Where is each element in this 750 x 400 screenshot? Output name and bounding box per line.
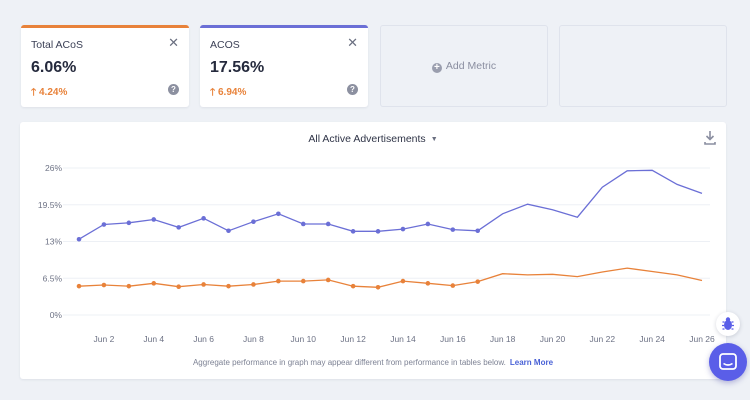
y-tick-label: 6.5% bbox=[43, 273, 63, 283]
series-line-total-acos bbox=[78, 267, 703, 288]
metric-card-total-acos[interactable]: Total ACoS ✕ 6.06% 🡑 4.24% ? bbox=[21, 25, 189, 107]
data-point bbox=[325, 277, 331, 283]
chart-panel: All Active Advertisements ▼ 0% 6.5% 13% 19.5… bbox=[20, 122, 726, 379]
data-point bbox=[375, 229, 381, 234]
help-icon[interactable]: ? bbox=[347, 84, 358, 95]
data-point bbox=[126, 220, 132, 226]
chat-icon bbox=[719, 353, 737, 370]
plus-circle-icon: + bbox=[431, 63, 442, 73]
series-line-acos bbox=[78, 169, 703, 240]
bug-report-button[interactable] bbox=[716, 312, 740, 336]
bug-icon bbox=[722, 317, 734, 330]
x-tick-label: Jun 6 bbox=[193, 334, 214, 344]
data-point bbox=[126, 283, 132, 289]
x-tick-label: Jun 18 bbox=[490, 334, 516, 344]
y-tick-label: 26% bbox=[45, 163, 62, 173]
close-icon[interactable]: ✕ bbox=[168, 35, 179, 50]
chart-filter-dropdown[interactable]: All Active Advertisements ▼ bbox=[20, 133, 726, 145]
download-icon[interactable] bbox=[703, 130, 717, 146]
chart-filter-label: All Active Advertisements bbox=[308, 133, 426, 145]
x-tick-label: Jun 24 bbox=[639, 334, 665, 344]
data-point bbox=[101, 222, 107, 227]
metric-title: Total ACoS bbox=[31, 39, 83, 51]
data-point bbox=[276, 211, 281, 217]
arrow-up-icon: 🡑 bbox=[210, 87, 216, 98]
metric-change-value: 6.94% bbox=[217, 87, 247, 98]
metric-change: 🡑 6.94% bbox=[210, 85, 246, 102]
x-tick-label: Jun 20 bbox=[540, 334, 566, 344]
chart-footnote: Aggregate performance in graph may appea… bbox=[20, 358, 726, 367]
data-point bbox=[300, 221, 306, 227]
metric-value: 17.56% bbox=[210, 59, 265, 76]
x-tick-label: Jun 2 bbox=[94, 334, 115, 344]
data-point bbox=[400, 278, 406, 284]
add-metric-card[interactable]: + Add Metric bbox=[380, 25, 548, 107]
x-tick-label: Jun 22 bbox=[590, 334, 616, 344]
chat-launcher-button[interactable] bbox=[709, 343, 747, 381]
data-point bbox=[425, 221, 431, 227]
x-tick-label: Jun 12 bbox=[340, 334, 366, 344]
data-point bbox=[350, 229, 356, 234]
data-point bbox=[76, 236, 82, 242]
data-point bbox=[450, 283, 456, 288]
x-tick-label: Jun 26 bbox=[689, 334, 715, 344]
add-metric-label: Add Metric bbox=[445, 60, 497, 72]
x-tick-label: Jun 4 bbox=[143, 334, 164, 344]
data-point bbox=[76, 283, 82, 289]
data-point bbox=[151, 281, 157, 286]
metric-title: ACOS bbox=[210, 39, 240, 51]
data-point bbox=[101, 282, 107, 288]
help-icon[interactable]: ? bbox=[168, 84, 179, 95]
metric-change-value: 4.24% bbox=[38, 87, 68, 98]
add-metric-button[interactable]: + Add Metric bbox=[381, 60, 547, 73]
empty-metric-slot bbox=[559, 25, 727, 107]
data-point bbox=[375, 284, 381, 290]
x-tick-label: Jun 14 bbox=[390, 334, 416, 344]
close-icon[interactable]: ✕ bbox=[347, 35, 358, 50]
y-tick-label: 19.5% bbox=[38, 200, 63, 210]
metric-value: 6.06% bbox=[31, 59, 77, 76]
metric-change: 🡑 4.24% bbox=[31, 85, 67, 102]
data-point bbox=[226, 228, 231, 234]
x-tick-label: Jun 10 bbox=[291, 334, 317, 344]
data-point bbox=[176, 284, 181, 290]
data-point bbox=[300, 278, 306, 284]
data-point bbox=[475, 279, 481, 284]
data-point bbox=[151, 217, 157, 222]
data-point bbox=[450, 227, 456, 232]
data-point bbox=[251, 282, 256, 287]
y-tick-label: 13% bbox=[45, 237, 62, 247]
data-point bbox=[201, 282, 206, 287]
line-chart: 0% 6.5% 13% 19.5% 26% Jun 2 Jun 4 Jun 6 Jun 8 Jun… bbox=[38, 163, 715, 344]
data-point bbox=[350, 283, 356, 289]
data-point bbox=[400, 226, 406, 232]
data-point bbox=[226, 283, 231, 289]
y-tick-label: 0% bbox=[50, 310, 63, 320]
data-point bbox=[201, 216, 206, 221]
data-point bbox=[176, 225, 181, 230]
data-point bbox=[251, 219, 256, 225]
caret-down-icon: ▼ bbox=[430, 136, 438, 143]
data-point bbox=[475, 228, 481, 234]
learn-more-link[interactable]: Learn More bbox=[509, 358, 554, 367]
footnote-text: Aggregate performance in graph may appea… bbox=[192, 358, 506, 367]
data-point bbox=[425, 281, 431, 286]
data-point bbox=[325, 221, 331, 227]
x-tick-label: Jun 16 bbox=[440, 334, 466, 344]
x-tick-label: Jun 8 bbox=[243, 334, 264, 344]
arrow-up-icon: 🡑 bbox=[31, 87, 37, 98]
data-point bbox=[276, 278, 281, 284]
metric-card-acos[interactable]: ACOS ✕ 17.56% 🡑 6.94% ? bbox=[200, 25, 368, 107]
